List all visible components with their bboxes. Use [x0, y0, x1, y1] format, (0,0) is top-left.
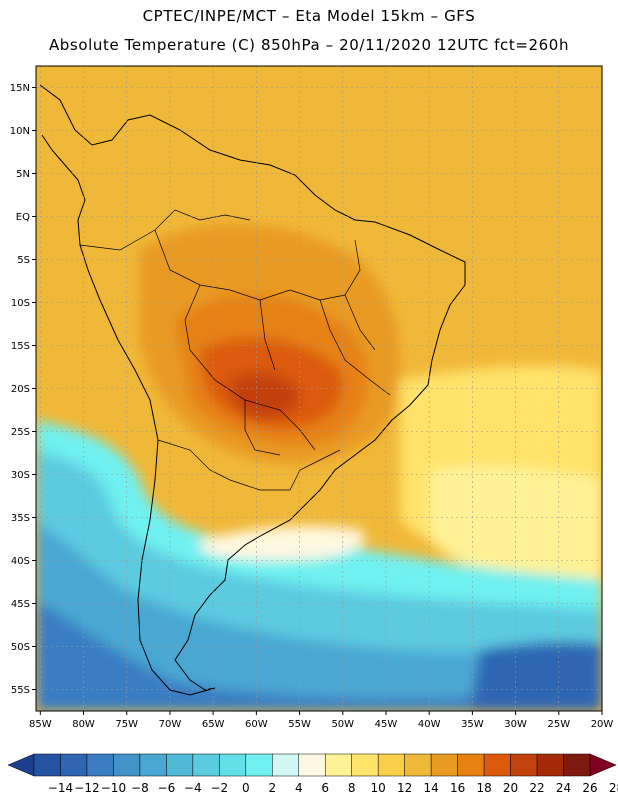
- colorbar-cell: [351, 753, 379, 777]
- lon-label: 40W: [418, 719, 441, 730]
- colorbar-label: 0: [242, 781, 250, 795]
- lon-label: 30W: [504, 719, 527, 730]
- colorbar-cell: [430, 753, 458, 777]
- colorbar-label: 8: [348, 781, 356, 795]
- colorbar-cell: [33, 753, 61, 777]
- colorbar-label: −2: [210, 781, 228, 795]
- colorbar-min-arrow: [7, 753, 35, 777]
- colorbar-cell: [166, 753, 194, 777]
- lat-label: 30S: [11, 470, 30, 481]
- chart-title: CPTEC/INPE/MCT – Eta Model 15km – GFS: [142, 7, 476, 25]
- colorbar-cell: [457, 753, 485, 777]
- lon-label: 80W: [72, 719, 95, 730]
- colorbar-cell: [219, 753, 247, 777]
- colorbar-cell: [404, 753, 432, 777]
- colorbar-cell: [272, 753, 300, 777]
- colorbar-cell: [245, 753, 273, 777]
- lon-label: 35W: [461, 719, 484, 730]
- lon-label: 85W: [29, 719, 52, 730]
- lat-label: 15N: [10, 83, 30, 94]
- colorbar-cell: [377, 753, 405, 777]
- lat-label: 45S: [11, 599, 30, 610]
- colorbar-label: 24: [556, 781, 571, 795]
- lon-label: 20W: [591, 719, 614, 730]
- colorbar-max-arrow: [589, 753, 617, 777]
- lat-label: 55S: [11, 685, 30, 696]
- colorbar-label: 16: [450, 781, 465, 795]
- graticule: [36, 66, 603, 711]
- colorbar-label: 26: [582, 781, 597, 795]
- coastline: [39, 84, 466, 696]
- colorbar-label: −8: [131, 781, 149, 795]
- lat-label: 5N: [16, 169, 30, 180]
- colorbar-label: 28: [609, 781, 618, 795]
- lon-label: 45W: [375, 719, 398, 730]
- colorbar-cell: [510, 753, 538, 777]
- colorbar-cell: [60, 753, 88, 777]
- colorbar-cell: [563, 753, 591, 777]
- colorbar-cell: [324, 753, 352, 777]
- lon-label: 60W: [245, 719, 268, 730]
- colorbar-label: 6: [321, 781, 329, 795]
- lon-label: 25W: [547, 719, 570, 730]
- colorbar-label: −12: [74, 781, 99, 795]
- colorbar-label: −14: [48, 781, 73, 795]
- axis-ticks: 15N 10N 5N EQ 5S 10S 15S 20S 25S 30S 35S 40S 45S 50S 5…: [10, 83, 614, 730]
- colorbar-label: 12: [397, 781, 412, 795]
- colorbar-cell: [86, 753, 114, 777]
- colorbar-label: −6: [158, 781, 176, 795]
- lat-label: 15S: [11, 341, 30, 352]
- colorbar-label: −10: [101, 781, 126, 795]
- lon-label: 50W: [331, 719, 354, 730]
- lat-label: 10N: [10, 126, 30, 137]
- colorbar-cell: [192, 753, 220, 777]
- colorbar-label: 14: [424, 781, 439, 795]
- lat-label: 50S: [11, 642, 30, 653]
- lat-label: 25S: [11, 427, 30, 438]
- colorbar-label: 22: [529, 781, 544, 795]
- country-borders: [79, 209, 391, 491]
- colorbar-label: 18: [476, 781, 491, 795]
- colorbar-cell: [139, 753, 167, 777]
- lon-label: 75W: [115, 719, 138, 730]
- lat-label: 35S: [11, 513, 30, 524]
- colorbar-label: −4: [184, 781, 202, 795]
- lat-label: 40S: [11, 556, 30, 567]
- lon-label: 70W: [159, 719, 182, 730]
- colorbar-label: 10: [371, 781, 386, 795]
- lon-label: 65W: [202, 719, 225, 730]
- lat-label: EQ: [16, 212, 30, 223]
- colorbar-cell: [113, 753, 141, 777]
- colorbar-cell: [536, 753, 564, 777]
- colorbar-cell: [298, 753, 326, 777]
- lon-label: 55W: [288, 719, 311, 730]
- colorbar-label: 4: [295, 781, 303, 795]
- lat-label: 5S: [17, 255, 30, 266]
- colorbar-label: 20: [503, 781, 518, 795]
- colorbar-cell: [483, 753, 511, 777]
- lat-label: 10S: [11, 298, 30, 309]
- colorbar-label: 2: [268, 781, 276, 795]
- chart-subtitle: Absolute Temperature (C) 850hPa – 20/11/…: [48, 36, 570, 54]
- lat-label: 20S: [11, 384, 30, 395]
